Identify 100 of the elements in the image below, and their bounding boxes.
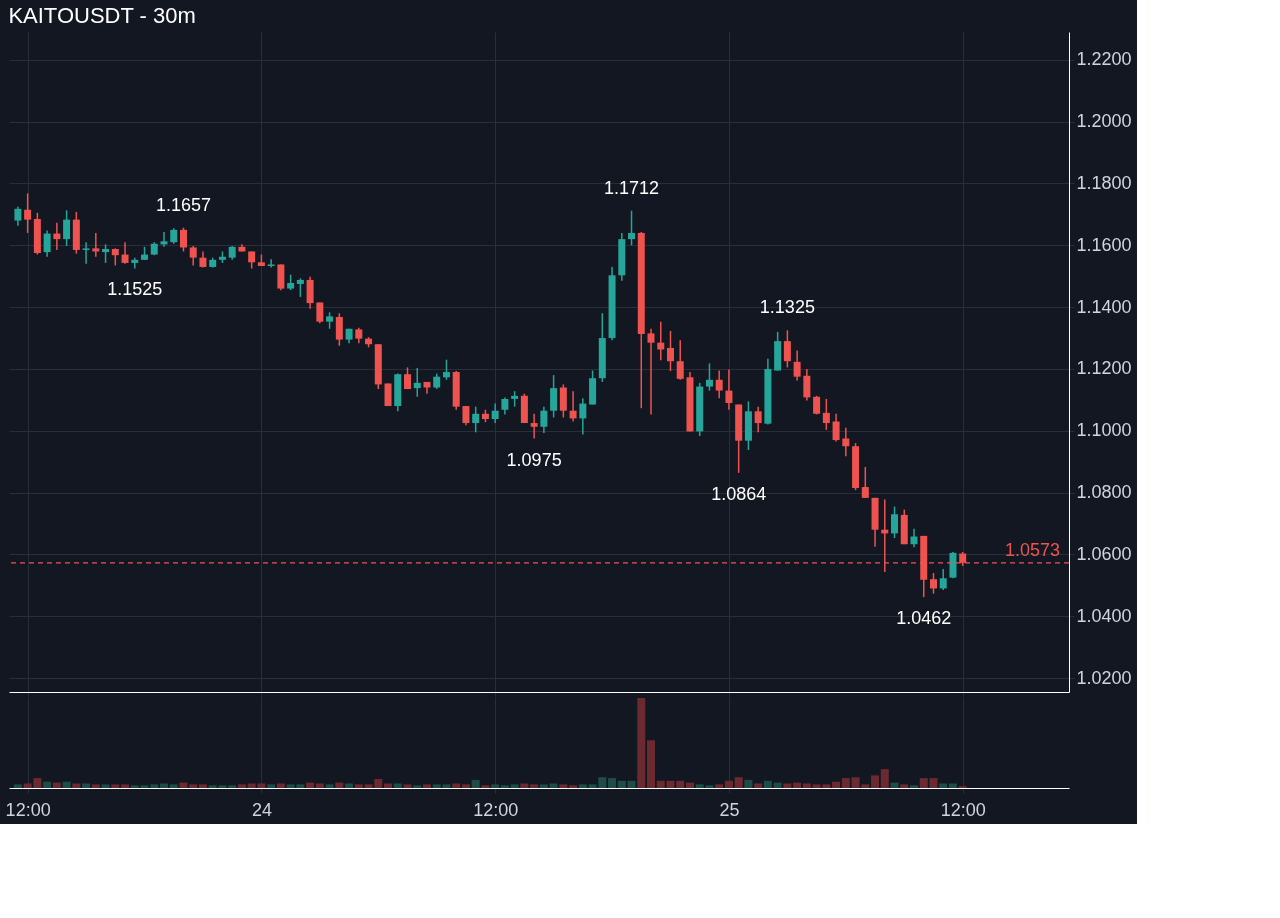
bar (559, 784, 568, 788)
candlestick (891, 505, 899, 539)
annotation: 1.1325 (759, 297, 815, 318)
bar (763, 780, 772, 788)
candlestick (63, 209, 71, 247)
bar (890, 782, 899, 788)
candlestick (666, 330, 674, 372)
bar (734, 777, 743, 788)
candlestick (803, 368, 811, 402)
bar (491, 784, 500, 788)
bar (481, 785, 490, 788)
y-tick-label: 1.0600 (1076, 543, 1132, 564)
candlestick (102, 243, 110, 264)
bar (871, 775, 880, 788)
bar (354, 784, 363, 788)
candlestick (822, 398, 830, 431)
y-tick-label: 1.1200 (1076, 358, 1132, 379)
bar (627, 780, 636, 788)
candlestick (53, 221, 61, 251)
candlestick (413, 367, 421, 398)
bar (793, 782, 802, 788)
bar (306, 782, 315, 788)
candlestick (462, 405, 470, 426)
bar (832, 781, 841, 788)
bar (685, 782, 694, 788)
bar (539, 784, 548, 788)
candlestick (715, 369, 723, 400)
candlestick (842, 426, 850, 457)
candlestick (754, 405, 762, 434)
bar (500, 785, 509, 788)
candlestick (160, 231, 168, 248)
candlestick (540, 405, 548, 434)
candlestick (647, 328, 655, 416)
bar (510, 784, 519, 788)
candlestick (628, 209, 636, 247)
bar (569, 785, 578, 788)
bar (111, 784, 120, 788)
bar (43, 781, 52, 788)
candlestick (306, 276, 314, 310)
candlestick (939, 568, 947, 591)
bar (715, 784, 724, 788)
bar (676, 780, 685, 788)
candlestick (725, 368, 733, 411)
y-tick-label: 1.0200 (1076, 667, 1132, 688)
bar (910, 785, 918, 788)
y-tick-label: 1.1800 (1076, 172, 1132, 193)
candlestick (705, 362, 713, 392)
x-tick-label: 25 (719, 799, 740, 820)
candlestick (491, 402, 499, 424)
annotation: 1.1657 (155, 194, 212, 215)
bar (637, 698, 646, 788)
chart-title: KAITOUSDT - 30m (8, 3, 196, 28)
candlestick (179, 226, 187, 253)
bar (530, 784, 539, 788)
candlestick (92, 232, 100, 258)
bar (179, 782, 188, 788)
bar (91, 784, 100, 788)
bar (900, 784, 909, 788)
bar (578, 784, 587, 788)
bar (335, 782, 344, 788)
bar (422, 784, 431, 788)
candlestick (82, 241, 90, 265)
bar (413, 785, 422, 788)
candlestick (861, 466, 869, 499)
candlestick (793, 349, 801, 382)
annotation: 1.0975 (506, 449, 562, 470)
bar (471, 779, 480, 788)
bar (52, 782, 61, 788)
bar (773, 782, 782, 788)
candlestick (24, 192, 32, 234)
y-tick-label: 1.2200 (1076, 49, 1132, 70)
ref-line-label: 1.0573 (1004, 539, 1060, 560)
bar (130, 785, 139, 788)
candlestick (559, 383, 567, 419)
candlestick (14, 205, 22, 227)
bar (325, 784, 334, 788)
bar (101, 784, 110, 788)
y-tick-label: 1.1400 (1076, 296, 1132, 317)
bar (724, 780, 733, 788)
y-tick-label: 1.1600 (1076, 234, 1132, 255)
candlestick (910, 528, 918, 549)
candlestick (267, 258, 275, 269)
candlestick (316, 301, 324, 324)
candlestick (929, 572, 937, 595)
annotation: 1.1525 (107, 279, 163, 300)
bar (198, 784, 207, 788)
bar (189, 784, 198, 788)
bar (608, 778, 617, 788)
candlestick (121, 241, 129, 265)
bar (13, 784, 22, 788)
bar (880, 769, 889, 788)
candlestick (783, 329, 791, 369)
bar (267, 784, 276, 788)
candlestick (550, 374, 558, 419)
bar (617, 780, 626, 788)
candlestick (530, 413, 538, 440)
candlestick (676, 339, 684, 381)
y-tick-label: 1.0400 (1076, 605, 1132, 626)
candlestick (442, 358, 450, 381)
annotation: 1.0864 (711, 483, 767, 504)
